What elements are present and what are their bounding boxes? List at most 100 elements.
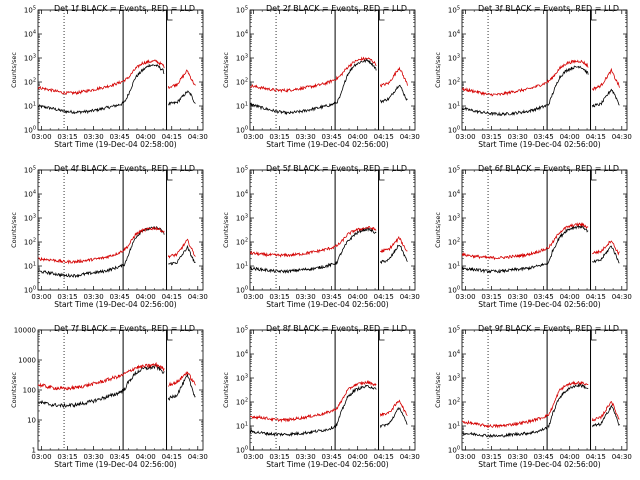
y-tick-label: 101 <box>448 262 460 271</box>
x-tick-label: 03:00 <box>455 133 475 141</box>
x-tick-label: 03:30 <box>83 133 103 141</box>
series-events <box>462 382 620 438</box>
interval-bracket <box>591 10 597 21</box>
x-tick-label: 03:00 <box>243 293 263 301</box>
y-tick-label: 1000 <box>18 357 36 365</box>
y-tick-label: 104 <box>448 190 460 199</box>
x-tick-label: 03:00 <box>31 453 51 461</box>
y-tick-label: 101 <box>236 262 248 271</box>
y-axis-label: Counts/sec <box>10 212 18 248</box>
y-tick-label: 100 <box>448 286 460 295</box>
interval-bracket <box>591 170 597 181</box>
x-tick-label: 04:00 <box>348 453 368 461</box>
plot-frame <box>461 9 628 131</box>
x-tick-label: 03:30 <box>295 133 315 141</box>
panel-det-7: Det 7f BLACK = Events, RED = LLD 1 10 100 10… <box>10 324 208 469</box>
y-tick-label: 100 <box>24 286 36 295</box>
series-lld <box>462 222 620 261</box>
series-lld <box>462 380 620 429</box>
series-line-events <box>379 244 408 265</box>
x-tick-label: 04:30 <box>400 293 420 301</box>
series-events <box>462 224 620 274</box>
series-events <box>250 226 408 274</box>
plot-frame <box>37 169 204 291</box>
y-tick-label: 103 <box>448 374 460 383</box>
series-line-lld <box>38 226 165 265</box>
x-tick-label: 03:45 <box>534 293 554 301</box>
series-lld <box>38 226 196 265</box>
y-tick-label: 104 <box>24 190 36 199</box>
x-tick-label: 03:15 <box>481 293 501 301</box>
panel-title: Det 4f BLACK = Events, RED = LLD <box>54 164 195 173</box>
x-tick-label: 04:30 <box>612 133 632 141</box>
x-tick-label: 04:30 <box>612 453 632 461</box>
x-tick-label: 04:15 <box>586 133 606 141</box>
y-tick-label: 103 <box>236 214 248 223</box>
series-line-events <box>38 364 165 409</box>
x-tick-label: 04:00 <box>136 293 156 301</box>
x-tick-label: 03:30 <box>507 453 527 461</box>
series-line-lld <box>250 225 377 258</box>
series-events <box>250 384 408 437</box>
x-tick-label: 04:15 <box>162 453 182 461</box>
x-axis-label: Start Time (19-Dec-04 02:58:00) <box>54 140 176 149</box>
x-tick-label: 04:00 <box>348 133 368 141</box>
x-tick-label: 03:30 <box>83 293 103 301</box>
y-axis-label: Counts/sec <box>434 212 442 248</box>
x-tick-label: 03:15 <box>269 453 289 461</box>
y-tick-label: 105 <box>24 166 36 175</box>
plot-frame <box>461 169 628 291</box>
panel-title: Det 2f BLACK = Events, RED = LLD <box>266 4 407 13</box>
y-tick-label: 102 <box>236 78 248 87</box>
y-tick-label: 105 <box>448 326 460 335</box>
series-events <box>462 65 620 117</box>
x-tick-label: 03:15 <box>57 453 77 461</box>
interval-bracket <box>167 330 173 341</box>
x-tick-label: 03:45 <box>322 293 342 301</box>
plot-frame <box>37 9 204 131</box>
panel-det-2: Det 2f BLACK = Events, RED = LLD 100 101 10… <box>222 4 420 149</box>
y-tick-label: 103 <box>24 214 36 223</box>
x-axis-label: Start Time (19-Dec-04 02:56:00) <box>266 300 388 309</box>
y-tick-label: 104 <box>448 350 460 359</box>
series-line-lld <box>167 69 196 89</box>
plot-frame <box>461 329 628 451</box>
plot-frame <box>37 329 204 451</box>
series-lld <box>250 225 408 258</box>
x-tick-label: 03:30 <box>295 293 315 301</box>
panel-title: Det 1f BLACK = Events, RED = LLD <box>54 4 195 13</box>
y-axis-label: Counts/sec <box>10 372 18 408</box>
panel-title: Det 3f BLACK = Events, RED = LLD <box>478 4 619 13</box>
x-axis-label: Start Time (19-Dec-04 02:56:00) <box>478 140 600 149</box>
x-axis-label: Start Time (19-Dec-04 02:56:00) <box>54 460 176 469</box>
y-axis-label: Counts/sec <box>434 372 442 408</box>
series-lld <box>38 361 196 391</box>
panel-det-4: Det 4f BLACK = Events, RED = LLD 100 101 10… <box>10 164 208 309</box>
x-tick-label: 03:30 <box>507 293 527 301</box>
y-tick-label: 101 <box>448 422 460 431</box>
y-tick-label: 101 <box>236 422 248 431</box>
x-tick-label: 03:45 <box>534 453 554 461</box>
series-line-events <box>462 65 589 117</box>
x-tick-label: 04:00 <box>348 293 368 301</box>
x-tick-label: 03:30 <box>295 453 315 461</box>
series-lld <box>250 379 408 423</box>
x-tick-label: 03:15 <box>57 133 77 141</box>
interval-bracket <box>591 330 597 341</box>
series-line-events <box>591 88 620 108</box>
y-tick-label: 10000 <box>14 327 36 335</box>
series-line-lld <box>462 222 589 261</box>
x-tick-label: 03:15 <box>57 293 77 301</box>
x-tick-label: 03:00 <box>455 293 475 301</box>
x-tick-label: 03:45 <box>110 453 130 461</box>
x-tick-label: 04:15 <box>586 453 606 461</box>
x-axis-label: Start Time (19-Dec-04 02:56:00) <box>266 460 388 469</box>
x-tick-label: 04:30 <box>612 293 632 301</box>
panel-det-6: Det 6f BLACK = Events, RED = LLD 100 101 10… <box>434 164 632 309</box>
x-tick-label: 03:15 <box>269 293 289 301</box>
series-line-lld <box>462 380 589 429</box>
y-tick-label: 103 <box>448 54 460 63</box>
series-line-lld <box>38 59 165 96</box>
x-tick-label: 03:45 <box>534 133 554 141</box>
series-line-events <box>379 406 408 429</box>
